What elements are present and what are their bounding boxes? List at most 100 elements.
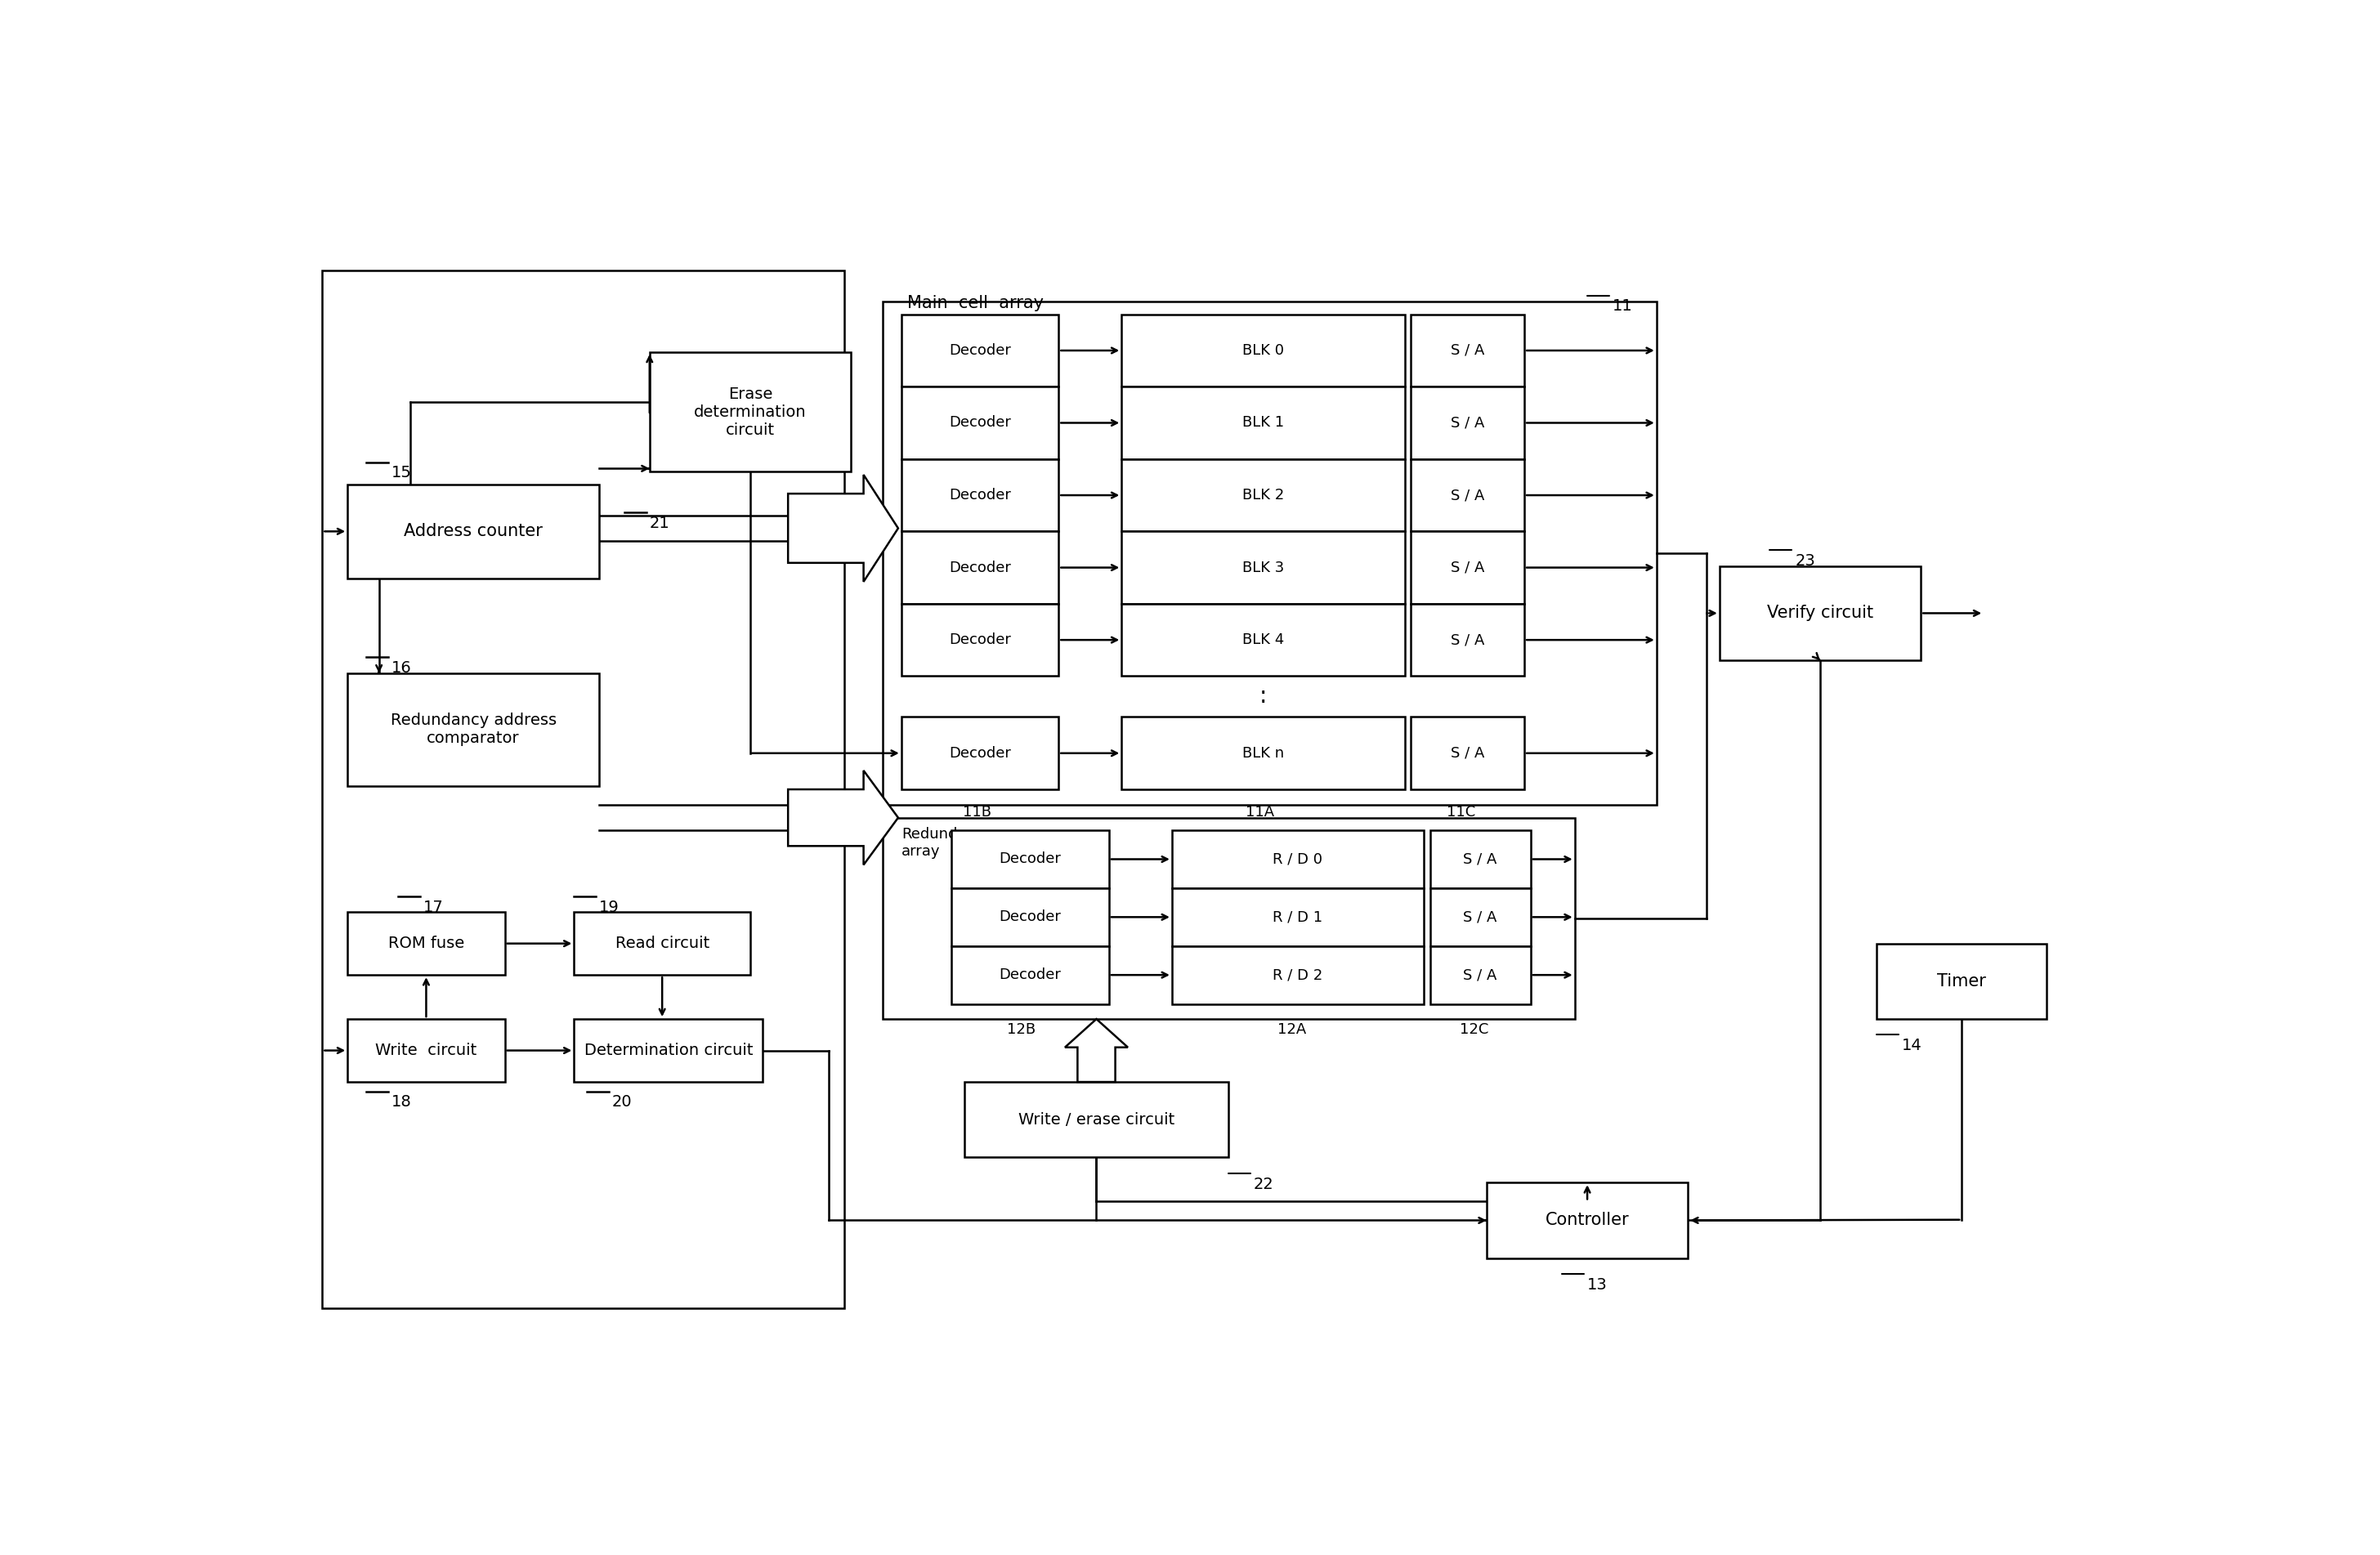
Text: 11B: 11B xyxy=(962,805,990,819)
Bar xyxy=(902,314,1059,387)
Bar xyxy=(1121,314,1404,387)
Text: 19: 19 xyxy=(600,899,619,914)
Bar xyxy=(1411,532,1523,603)
Bar xyxy=(952,888,1109,945)
Bar xyxy=(1171,888,1423,945)
Text: S / A: S / A xyxy=(1452,415,1485,431)
Bar xyxy=(883,302,1656,805)
Text: S / A: S / A xyxy=(1452,344,1485,358)
Text: Decoder: Decoder xyxy=(950,344,1012,358)
Text: Controller: Controller xyxy=(1545,1213,1630,1228)
Bar xyxy=(883,818,1576,1019)
Bar xyxy=(1411,603,1523,676)
Text: BLK 0: BLK 0 xyxy=(1242,344,1285,358)
Text: S / A: S / A xyxy=(1464,910,1497,924)
Bar xyxy=(1171,945,1423,1005)
Text: BLK 4: BLK 4 xyxy=(1242,633,1285,647)
Bar xyxy=(1121,459,1404,532)
Text: 12B: 12B xyxy=(1007,1022,1035,1037)
Bar xyxy=(902,532,1059,603)
Bar xyxy=(574,1019,764,1082)
Text: ROM fuse: ROM fuse xyxy=(388,936,464,952)
Bar xyxy=(902,717,1059,790)
Bar xyxy=(347,484,600,578)
Bar xyxy=(1411,459,1523,532)
Text: 12: 12 xyxy=(876,809,897,824)
Text: Decoder: Decoder xyxy=(950,488,1012,502)
Text: 11C: 11C xyxy=(1447,805,1476,819)
Text: BLK n: BLK n xyxy=(1242,746,1285,760)
Text: S / A: S / A xyxy=(1464,852,1497,866)
Text: S / A: S / A xyxy=(1464,967,1497,983)
Text: Decoder: Decoder xyxy=(1000,967,1061,983)
Text: S / A: S / A xyxy=(1452,488,1485,502)
Bar xyxy=(1878,944,2047,1019)
Text: Decoder: Decoder xyxy=(950,746,1012,760)
Text: Decoder: Decoder xyxy=(1000,852,1061,866)
Polygon shape xyxy=(788,770,897,865)
Text: BLK 2: BLK 2 xyxy=(1242,488,1285,502)
Text: Address counter: Address counter xyxy=(405,522,543,540)
Text: Write  circuit: Write circuit xyxy=(376,1043,476,1059)
Text: :: : xyxy=(1259,686,1266,708)
Bar xyxy=(1121,717,1404,790)
Text: 20: 20 xyxy=(612,1095,633,1110)
Text: S / A: S / A xyxy=(1452,633,1485,647)
Text: 23: 23 xyxy=(1795,554,1816,569)
Text: 12C: 12C xyxy=(1459,1022,1488,1037)
Text: Verify circuit: Verify circuit xyxy=(1766,605,1873,622)
Text: 18: 18 xyxy=(393,1095,412,1110)
Bar xyxy=(347,673,600,787)
Text: 12A: 12A xyxy=(1278,1022,1307,1037)
Polygon shape xyxy=(788,474,897,582)
Bar xyxy=(1430,945,1530,1005)
Bar xyxy=(902,387,1059,459)
Text: 11A: 11A xyxy=(1245,805,1273,819)
Bar xyxy=(1121,532,1404,603)
Bar xyxy=(1121,603,1404,676)
Bar xyxy=(902,459,1059,532)
Polygon shape xyxy=(1064,1019,1128,1082)
Bar xyxy=(1430,888,1530,945)
Bar xyxy=(1411,314,1523,387)
Text: Timer: Timer xyxy=(1937,973,1987,989)
Bar xyxy=(347,1019,505,1082)
Bar xyxy=(1411,717,1523,790)
Bar xyxy=(1718,566,1921,661)
Text: BLK 1: BLK 1 xyxy=(1242,415,1285,431)
Bar xyxy=(650,351,852,471)
Text: Redundancy
array: Redundancy array xyxy=(902,827,992,858)
Bar xyxy=(952,945,1109,1005)
Text: 22: 22 xyxy=(1254,1176,1273,1191)
Text: Decoder: Decoder xyxy=(950,415,1012,431)
Text: 11: 11 xyxy=(1611,299,1633,314)
Text: R / D 0: R / D 0 xyxy=(1273,852,1323,866)
Bar xyxy=(1121,387,1404,459)
Text: 16: 16 xyxy=(393,661,412,676)
Bar xyxy=(902,603,1059,676)
Bar xyxy=(1488,1183,1687,1258)
Text: Determination circuit: Determination circuit xyxy=(583,1043,752,1059)
Text: 13: 13 xyxy=(1587,1277,1606,1292)
Text: Redundancy address
comparator: Redundancy address comparator xyxy=(390,712,557,746)
Bar xyxy=(952,830,1109,888)
Text: 21: 21 xyxy=(650,516,669,532)
Text: S / A: S / A xyxy=(1452,746,1485,760)
Text: 17: 17 xyxy=(424,899,443,914)
Bar xyxy=(1411,387,1523,459)
Text: 14: 14 xyxy=(1902,1037,1923,1053)
Bar xyxy=(347,913,505,975)
Text: R / D 2: R / D 2 xyxy=(1273,967,1323,983)
Bar xyxy=(574,913,750,975)
Bar xyxy=(964,1082,1228,1157)
Text: Main  cell  array: Main cell array xyxy=(907,295,1045,311)
Text: R / D 1: R / D 1 xyxy=(1273,910,1323,924)
Text: Write / erase circuit: Write / erase circuit xyxy=(1019,1112,1176,1127)
Text: BLK 3: BLK 3 xyxy=(1242,560,1285,575)
Text: Decoder: Decoder xyxy=(950,560,1012,575)
Bar xyxy=(1430,830,1530,888)
Text: Decoder: Decoder xyxy=(1000,910,1061,924)
Text: 15: 15 xyxy=(393,465,412,480)
Bar xyxy=(321,271,845,1308)
Text: Read circuit: Read circuit xyxy=(614,936,709,952)
